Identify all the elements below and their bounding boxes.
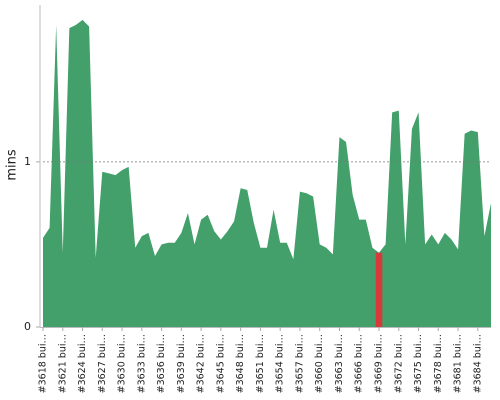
x-tick-label: #3669 bui…: [374, 334, 385, 393]
x-tick-label: #3684 bui…: [472, 334, 483, 393]
x-tick-label: #3672 bui…: [393, 334, 404, 393]
x-tick-label: #3654 bui…: [275, 334, 286, 393]
x-tick-label: #3627 bui…: [97, 334, 108, 393]
x-tick-label: #3666 bui…: [354, 334, 365, 393]
x-tick-label: #3618 bui…: [38, 334, 49, 393]
x-tick-label: #3675 bui…: [413, 334, 424, 393]
x-tick-label: #3630 bui…: [117, 334, 128, 393]
x-tick-label: #3624 bui…: [77, 334, 88, 393]
x-tick-label: #3657 bui…: [294, 334, 305, 393]
x-tick-label: #3663 bui…: [334, 334, 345, 393]
x-tick-label: #3621 bui…: [57, 334, 68, 393]
area: [43, 19, 491, 327]
x-tick-label: #3642 bui…: [196, 334, 207, 393]
highlight-bar: [375, 252, 383, 327]
x-tick-label: #3651 bui…: [255, 334, 266, 393]
x-tick-label: #3660 bui…: [314, 334, 325, 393]
x-tick-label: #3633 bui…: [136, 334, 147, 393]
x-tick-label: #3648 bui…: [235, 334, 246, 393]
x-tick-label: #3639 bui…: [176, 334, 187, 393]
x-tick-label: #3645 bui…: [215, 334, 226, 393]
y-tick-label: 1: [24, 155, 31, 168]
x-tick-label: #3636 bui…: [156, 334, 167, 393]
x-tick-label: #3681 bui…: [453, 334, 464, 393]
y-tick-label: 0: [24, 320, 31, 333]
y-axis-label: mins: [5, 149, 20, 181]
x-tick-label: #3678 bui…: [433, 334, 444, 393]
